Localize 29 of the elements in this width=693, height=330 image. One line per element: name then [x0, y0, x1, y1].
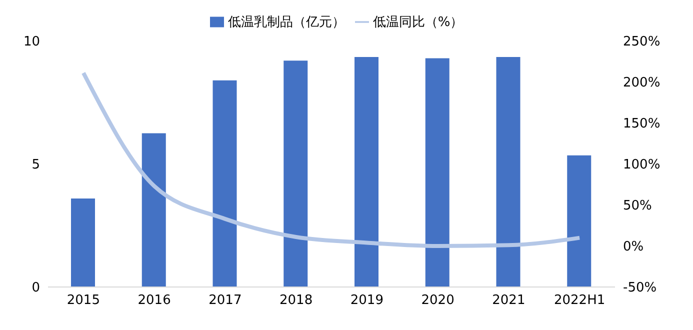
bar [142, 133, 166, 287]
x-tick-label: 2016 [138, 293, 171, 308]
x-tick-label: 2017 [208, 293, 242, 308]
x-tick-label: 2020 [421, 293, 454, 308]
line-series [81, 70, 582, 248]
y2-tick-label: 50% [623, 198, 652, 214]
y2-tick-label: 150% [623, 116, 660, 132]
bar [212, 80, 237, 287]
y2-tick-label: 250% [623, 34, 660, 50]
bar [425, 58, 450, 287]
bar [71, 198, 95, 287]
x-tick-label: 2021 [492, 293, 526, 308]
y-tick-label: 5 [32, 158, 40, 173]
y2-tick-label: -50% [623, 280, 657, 296]
x-tick-label: 2015 [66, 293, 100, 308]
x-tick-label: 2022H1 [554, 293, 606, 308]
legend-label: 低温同比（%） [372, 15, 464, 30]
x-tick-label: 2019 [350, 293, 384, 308]
y2-tick-label: 0% [623, 240, 644, 255]
y-tick-label: 10 [23, 34, 40, 50]
y2-tick-label: 100% [623, 158, 660, 173]
y-tick-label: 0 [32, 280, 40, 296]
bar [567, 155, 592, 287]
legend-label: 低温乳制品（亿元） [228, 15, 345, 30]
x-tick-label: 2018 [280, 293, 313, 308]
bar [284, 60, 308, 287]
bar [354, 56, 378, 287]
bar [496, 56, 520, 287]
y2-tick-label: 200% [623, 76, 660, 91]
